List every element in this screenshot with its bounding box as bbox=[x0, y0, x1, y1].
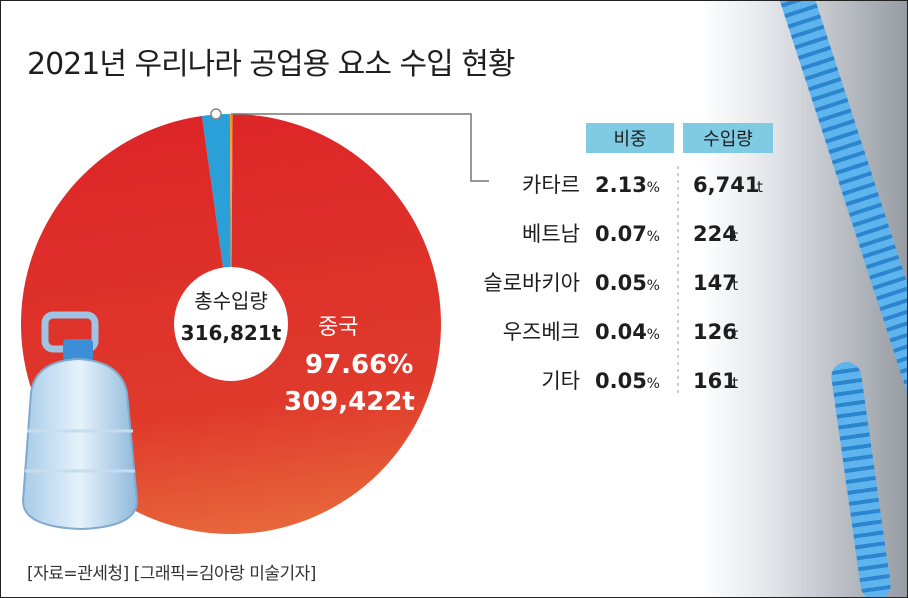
water-bottle-graphic bbox=[21, 311, 139, 531]
row-amount-4: 161 bbox=[693, 369, 737, 393]
row-amount-1: 224 bbox=[693, 222, 737, 246]
row-share-0: 2.13 bbox=[595, 173, 647, 197]
leader-polyline bbox=[231, 113, 489, 182]
row-amount-2: 147 bbox=[693, 271, 737, 295]
pie-center-hole bbox=[174, 267, 288, 381]
source-credit: [자료=관세청] [그래픽=김아랑 미술기자] bbox=[27, 564, 316, 584]
leader-dot bbox=[210, 108, 222, 120]
row-share-unit-3: % bbox=[647, 327, 660, 343]
china-label: 중국 bbox=[318, 315, 358, 340]
row-country-0: 카타르 bbox=[522, 173, 580, 197]
row-country-4: 기타 bbox=[541, 369, 580, 393]
row-share-1: 0.07 bbox=[595, 222, 647, 246]
row-share-unit-2: % bbox=[647, 278, 660, 294]
row-share-4: 0.05 bbox=[595, 369, 647, 393]
row-amount-unit-4: t bbox=[732, 374, 738, 392]
header-share-bg bbox=[586, 123, 674, 153]
row-country-1: 베트남 bbox=[522, 222, 580, 246]
header-amount: 수입량 bbox=[703, 129, 753, 150]
row-country-2: 슬로바키아 bbox=[483, 271, 580, 295]
row-amount-unit-1: t bbox=[732, 227, 738, 245]
row-share-3: 0.04 bbox=[595, 320, 647, 344]
total-label: 총수입량 bbox=[194, 289, 268, 313]
row-share-2: 0.05 bbox=[595, 271, 647, 295]
total-value: 316,821t bbox=[181, 321, 282, 345]
row-amount-unit-0: t bbox=[757, 178, 763, 196]
china-amount: 309,422t bbox=[284, 387, 415, 417]
row-country-3: 우즈베크 bbox=[503, 320, 580, 344]
row-amount-unit-2: t bbox=[732, 276, 738, 294]
chart-title: 2021년 우리나라 공업용 요소 수입 현황 bbox=[27, 47, 515, 82]
leader-line bbox=[210, 108, 489, 182]
pie-slice-4 bbox=[231, 114, 233, 324]
row-amount-0: 6,741 bbox=[693, 173, 759, 197]
row-share-unit-0: % bbox=[647, 180, 660, 196]
row-share-unit-1: % bbox=[647, 229, 660, 245]
china-share: 97.66% bbox=[305, 350, 413, 380]
row-amount-unit-3: t bbox=[732, 325, 738, 343]
row-share-unit-4: % bbox=[647, 376, 660, 392]
header-share: 비중 bbox=[613, 129, 646, 150]
row-amount-3: 126 bbox=[693, 320, 737, 344]
header-amount-bg bbox=[683, 123, 773, 153]
